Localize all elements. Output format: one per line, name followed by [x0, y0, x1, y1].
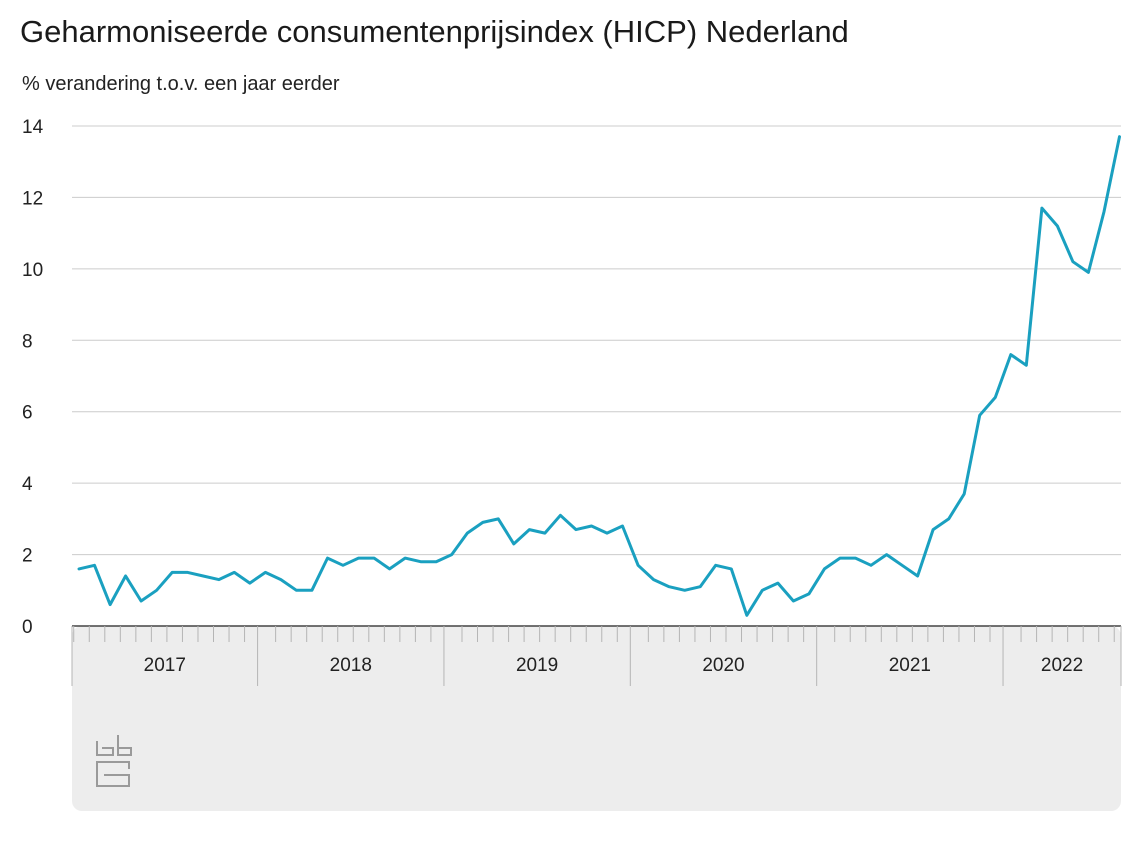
y-tick-label: 6 — [22, 403, 33, 424]
x-year-label: 2019 — [516, 655, 558, 676]
x-year-labels: 2017 2018 2019 2020 2021 2022 — [144, 655, 1084, 676]
y-gridlines — [72, 125, 1121, 627]
x-year-label: 2017 — [144, 655, 186, 676]
y-tick-label: 8 — [22, 331, 33, 352]
y-tick-label: 14 — [22, 117, 44, 138]
y-tick-label: 10 — [22, 260, 43, 281]
x-tick-marks — [71, 626, 1122, 686]
x-year-label: 2021 — [889, 655, 931, 676]
y-tick-label: 4 — [22, 474, 33, 495]
x-year-label: 2018 — [330, 655, 372, 676]
y-tick-label: 12 — [22, 188, 43, 209]
x-axis-band — [72, 626, 1121, 811]
x-year-label: 2022 — [1041, 655, 1083, 676]
x-year-label: 2020 — [702, 655, 744, 676]
y-tick-labels: 0 2 4 6 8 10 12 14 — [22, 117, 44, 638]
y-axis-unit-label: % verandering t.o.v. een jaar eerder — [22, 73, 340, 95]
series-line — [77, 135, 1121, 617]
y-tick-label: 0 — [22, 617, 33, 638]
chart-title: Geharmoniseerde consumentenprijsindex (H… — [20, 14, 849, 49]
y-tick-label: 2 — [22, 546, 33, 567]
cbs-logo — [96, 735, 132, 787]
